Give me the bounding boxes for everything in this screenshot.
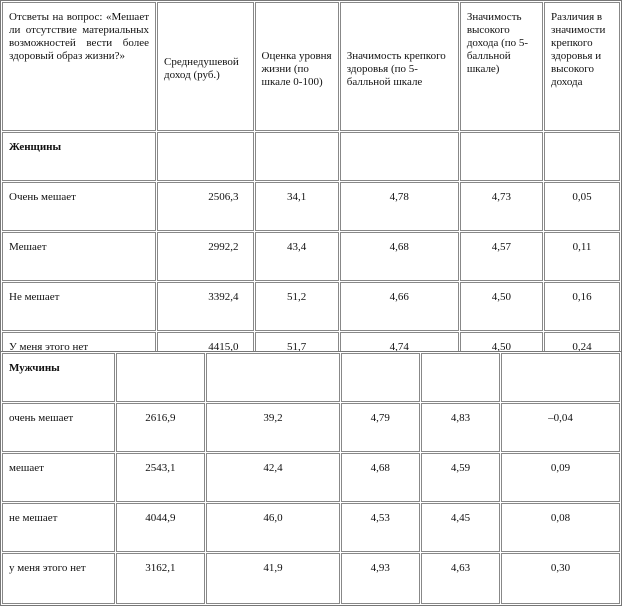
diff-cell: 0,11 <box>543 232 620 281</box>
answer-cell: мешает <box>2 453 115 502</box>
empty-cell <box>543 132 620 181</box>
high-income-cell: 4,59 <box>420 453 501 502</box>
table-row: Мешает 2992,2 43,4 4,68 4,57 0,11 <box>2 232 620 281</box>
header-high-income: Значимость высокого дохода (по 5-балльно… <box>459 2 543 131</box>
empty-cell <box>420 353 501 402</box>
header-row: Отсветы на вопрос: «Мешает ли отсутствие… <box>2 2 620 131</box>
health-cell: 4,93 <box>340 553 420 604</box>
income-cell: 3162,1 <box>115 553 206 604</box>
high-income-cell: 4,45 <box>420 503 501 552</box>
empty-cell <box>459 132 543 181</box>
header-level: Оценка уровня жизни (по шкале 0-100) <box>254 2 339 131</box>
diff-cell: 0,09 <box>501 453 620 502</box>
income-cell: 2506,3 <box>157 182 254 231</box>
group-row-men: Мужчины <box>2 353 620 402</box>
health-cell: 4,66 <box>339 282 459 331</box>
empty-cell <box>339 132 459 181</box>
income-cell: 2616,9 <box>115 403 206 452</box>
high-income-cell: 4,73 <box>459 182 543 231</box>
answer-cell: у меня этого нет <box>2 553 115 604</box>
table-row: у меня этого нет 3162,1 41,9 4,93 4,63 0… <box>2 553 620 604</box>
group-label: Женщины <box>2 132 157 181</box>
empty-cell <box>254 132 339 181</box>
answer-cell: не мешает <box>2 503 115 552</box>
header-health: Значимость крепкого здоровья (по 5-балль… <box>339 2 459 131</box>
level-cell: 43,4 <box>254 232 339 281</box>
level-cell: 46,0 <box>206 503 340 552</box>
empty-cell <box>340 353 420 402</box>
group-label: Мужчины <box>2 353 115 402</box>
table-row: не мешает 4044,9 46,0 4,53 4,45 0,08 <box>2 503 620 552</box>
table-row: Очень мешает 2506,3 34,1 4,78 4,73 0,05 <box>2 182 620 231</box>
diff-cell: 0,16 <box>543 282 620 331</box>
level-cell: 42,4 <box>206 453 340 502</box>
high-income-cell: 4,63 <box>420 553 501 604</box>
diff-cell: –0,04 <box>501 403 620 452</box>
high-income-cell: 4,83 <box>420 403 501 452</box>
diff-cell: 0,08 <box>501 503 620 552</box>
income-cell: 2992,2 <box>157 232 254 281</box>
high-income-cell: 4,57 <box>459 232 543 281</box>
high-income-cell: 4,50 <box>459 282 543 331</box>
diff-cell: 0,30 <box>501 553 620 604</box>
header-answers: Отсветы на вопрос: «Мешает ли отсутствие… <box>2 2 157 131</box>
health-cell: 4,79 <box>340 403 420 452</box>
health-cell: 4,68 <box>339 232 459 281</box>
header-income: Среднедушевой доход (руб.) <box>157 2 254 131</box>
answer-cell: очень мешает <box>2 403 115 452</box>
empty-cell <box>501 353 620 402</box>
income-cell: 3392,4 <box>157 282 254 331</box>
men-table: Мужчины очень мешает 2616,9 39,2 4,79 4,… <box>0 351 622 606</box>
empty-cell <box>115 353 206 402</box>
women-table: Отсветы на вопрос: «Мешает ли отсутствие… <box>0 0 622 383</box>
level-cell: 39,2 <box>206 403 340 452</box>
level-cell: 34,1 <box>254 182 339 231</box>
answer-cell: Очень мешает <box>2 182 157 231</box>
diff-cell: 0,05 <box>543 182 620 231</box>
empty-cell <box>157 132 254 181</box>
table-row: Не мешает 3392,4 51,2 4,66 4,50 0,16 <box>2 282 620 331</box>
answer-cell: Не мешает <box>2 282 157 331</box>
health-cell: 4,68 <box>340 453 420 502</box>
answer-cell: Мешает <box>2 232 157 281</box>
header-diff: Различия в значимости крепкого здоровья … <box>543 2 620 131</box>
income-cell: 4044,9 <box>115 503 206 552</box>
health-cell: 4,78 <box>339 182 459 231</box>
empty-cell <box>206 353 340 402</box>
table-row: очень мешает 2616,9 39,2 4,79 4,83 –0,04 <box>2 403 620 452</box>
health-cell: 4,53 <box>340 503 420 552</box>
table-row: мешает 2543,1 42,4 4,68 4,59 0,09 <box>2 453 620 502</box>
level-cell: 51,2 <box>254 282 339 331</box>
level-cell: 41,9 <box>206 553 340 604</box>
group-row-women: Женщины <box>2 132 620 181</box>
income-cell: 2543,1 <box>115 453 206 502</box>
